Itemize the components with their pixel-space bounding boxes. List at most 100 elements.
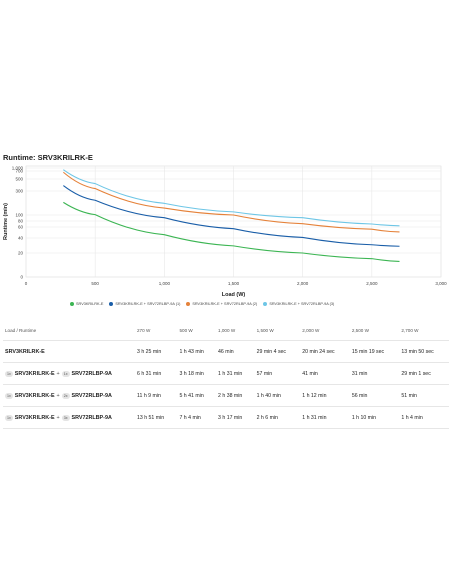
- table-header-load: 1,500 W: [256, 327, 274, 333]
- runtime-cell: 5 h 41 min: [179, 392, 204, 399]
- table-row: SRV3KRILRK-E 3 h 25 min 1 h 43 min 46 min 29…: [3, 340, 449, 363]
- table-row: 1x SRV3KRILRK-E +1x SRV72RLBP-9A 6 h 31 min 3…: [3, 362, 449, 385]
- legend-swatch: [109, 302, 114, 306]
- row-configuration: 1x SRV3KRILRK-E +3x SRV72RLBP-9A: [3, 407, 135, 429]
- plus-sign: +: [56, 392, 60, 399]
- series-line-2: [63, 185, 400, 247]
- series-line-4: [63, 169, 400, 227]
- addon-model-name: SRV72RLBP-9A: [71, 392, 112, 399]
- runtime-cell: 7 h 4 min: [179, 414, 201, 421]
- table-row: 1x SRV3KRILRK-E +2x SRV72RLBP-9A 11 h 9 min 5…: [3, 384, 449, 407]
- y-tick-label: 500: [15, 177, 23, 182]
- series-line-3: [62, 171, 400, 233]
- table-header-row: Load / Runtime 270 W 500 W 1,000 W 1,500 W 2…: [3, 320, 449, 341]
- runtime-cell: 29 min 1 sec: [401, 370, 431, 377]
- runtime-cell: 56 min: [351, 392, 368, 399]
- y-tick-label: 100: [15, 213, 23, 218]
- quantity-badge: 1x: [61, 370, 70, 377]
- model-name: SRV3KRILRK-E: [14, 370, 55, 377]
- series-line-1: [63, 201, 400, 262]
- page-title: Runtime: SRV3KRILRK-E: [3, 153, 93, 162]
- runtime-cell: 1 h 40 min: [256, 392, 281, 399]
- legend-item-3[interactable]: SRV3KRILRK-E + SRV72RLBP-9A (2): [186, 302, 257, 306]
- addon-model-name: SRV72RLBP-9A: [71, 370, 112, 377]
- x-tick-label: 2,000: [297, 281, 309, 286]
- legend-label: SRV3KRILRK-E + SRV72RLBP-9A (1): [115, 302, 181, 306]
- x-tick-label: 3,000: [435, 281, 447, 286]
- runtime-table: Load / Runtime 270 W 500 W 1,000 W 1,500 W 2…: [3, 320, 449, 429]
- runtime-cell: 13 h 51 min: [137, 414, 165, 421]
- x-tick-label: 0: [25, 281, 28, 286]
- quantity-badge: 2x: [61, 392, 70, 399]
- table-header-load: 2,700 W: [401, 327, 419, 333]
- quantity-badge: 1x: [5, 392, 13, 399]
- runtime-cell: 41 min: [302, 370, 318, 377]
- y-tick-label: 300: [15, 189, 23, 194]
- model-name: SRV3KRILRK-E: [5, 348, 45, 355]
- runtime-cell: 57 min: [256, 370, 273, 377]
- legend-swatch: [186, 302, 191, 306]
- x-tick-label: 2,500: [366, 281, 378, 286]
- legend-label: SRV3KRILRK-E: [76, 302, 104, 306]
- chart-legend: SRV3KRILRK-E SRV3KRILRK-E + SRV72RLBP-9A …: [70, 302, 450, 306]
- legend-item-1[interactable]: SRV3KRILRK-E: [70, 302, 103, 306]
- runtime-cell: 2 h 6 min: [256, 414, 278, 421]
- runtime-cell: 15 min 19 sec: [351, 348, 385, 355]
- runtime-cell: 51 min: [401, 392, 417, 399]
- runtime-cell: 1 h 43 min: [179, 348, 204, 355]
- table-header-load: 270 W: [137, 327, 151, 333]
- plus-sign: +: [56, 370, 60, 377]
- quantity-badge: 3x: [61, 414, 70, 421]
- runtime-cell: 31 min: [351, 370, 368, 377]
- runtime-cell: 1 h 31 min: [218, 370, 243, 377]
- table-header-load: 1,000 W: [218, 327, 236, 333]
- x-tick-label: 1,000: [159, 281, 171, 286]
- x-axis-label: Load (W): [222, 292, 246, 298]
- runtime-cell: 6 h 31 min: [137, 370, 162, 377]
- runtime-chart-svg: 0 500 1,000 1,500 2,000 2,500 3,0001,000700500…: [3, 166, 447, 298]
- runtime-cell: 1 h 31 min: [302, 414, 327, 421]
- table-header-load: 2,500 W: [351, 327, 369, 333]
- runtime-cell: 3 h 18 min: [179, 370, 204, 377]
- runtime-cell: 2 h 38 min: [218, 392, 243, 399]
- runtime-cell: 20 min 24 sec: [302, 348, 335, 355]
- y-tick-label: 60: [18, 225, 24, 230]
- model-name: SRV3KRILRK-E: [14, 414, 55, 421]
- legend-item-2[interactable]: SRV3KRILRK-E + SRV72RLBP-9A (1): [109, 302, 180, 306]
- quantity-badge: 1x: [5, 414, 13, 421]
- legend-label: SRV3KRILRK-E + SRV72RLBP-9A (3): [269, 302, 335, 306]
- row-configuration: SRV3KRILRK-E: [3, 341, 135, 363]
- row-configuration: 1x SRV3KRILRK-E +2x SRV72RLBP-9A: [3, 385, 135, 407]
- runtime-cell: 46 min: [218, 348, 234, 355]
- y-tick-label: 20: [18, 251, 24, 256]
- table-header-load: 500 W: [179, 327, 193, 333]
- y-tick-label: 80: [18, 219, 24, 224]
- y-tick-label: 40: [18, 236, 24, 241]
- y-tick-label: 0: [20, 275, 23, 280]
- runtime-cell: 1 h 4 min: [401, 414, 423, 421]
- plus-sign: +: [56, 414, 60, 421]
- runtime-cell: 3 h 25 min: [137, 348, 162, 355]
- runtime-cell: 29 min 4 sec: [256, 348, 287, 355]
- table-header-label: Load / Runtime: [5, 327, 37, 333]
- quantity-badge: 1x: [5, 370, 13, 377]
- table-row: 1x SRV3KRILRK-E +3x SRV72RLBP-9A 13 h 51 min…: [3, 406, 449, 429]
- runtime-cell: 11 h 9 min: [137, 392, 161, 399]
- row-configuration: 1x SRV3KRILRK-E +1x SRV72RLBP-9A: [3, 363, 135, 385]
- table-header-load: 2,000 W: [302, 327, 320, 333]
- runtime-cell: 3 h 17 min: [218, 414, 243, 421]
- runtime-cell: 1 h 10 min: [351, 414, 377, 421]
- x-tick-label: 1,500: [228, 281, 240, 286]
- legend-swatch: [263, 302, 268, 306]
- legend-item-4[interactable]: SRV3KRILRK-E + SRV72RLBP-9A (3): [263, 302, 334, 306]
- y-axis-label: Runtime (min): [3, 203, 9, 240]
- runtime-chart: 0 500 1,000 1,500 2,000 2,500 3,000 1,000 700 500…: [0, 160, 452, 310]
- y-tick-label: 1,000: [12, 166, 24, 171]
- x-tick-label: 500: [91, 281, 99, 286]
- addon-model-name: SRV72RLBP-9A: [71, 414, 112, 421]
- y-tick-label: 700: [15, 169, 23, 174]
- legend-label: SRV3KRILRK-E + SRV72RLBP-9A (2): [192, 302, 258, 306]
- runtime-cell: 1 h 12 min: [302, 392, 327, 399]
- legend-swatch: [70, 302, 74, 306]
- model-name: SRV3KRILRK-E: [14, 392, 55, 399]
